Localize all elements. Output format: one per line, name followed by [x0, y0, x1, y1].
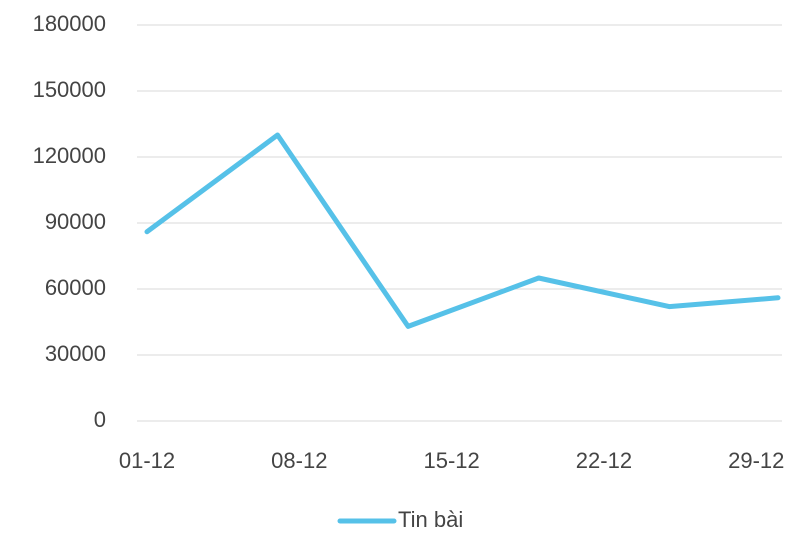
y-tick-label: 150000 [33, 77, 106, 102]
y-tick-label: 90000 [45, 209, 106, 234]
y-tick-label: 60000 [45, 275, 106, 300]
y-tick-label: 180000 [33, 11, 106, 36]
x-tick-label: 08-12 [271, 448, 327, 473]
y-tick-label: 120000 [33, 143, 106, 168]
y-tick-label: 30000 [45, 341, 106, 366]
data-line [144, 132, 781, 329]
x-tick-label: 29-12 [728, 448, 784, 473]
x-tick-label: 22-12 [576, 448, 632, 473]
x-tick-label: 15-12 [423, 448, 479, 473]
legend-label: Tin bài [398, 507, 463, 532]
x-tick-label: 01-12 [119, 448, 175, 473]
y-tick-label: 0 [94, 407, 106, 432]
